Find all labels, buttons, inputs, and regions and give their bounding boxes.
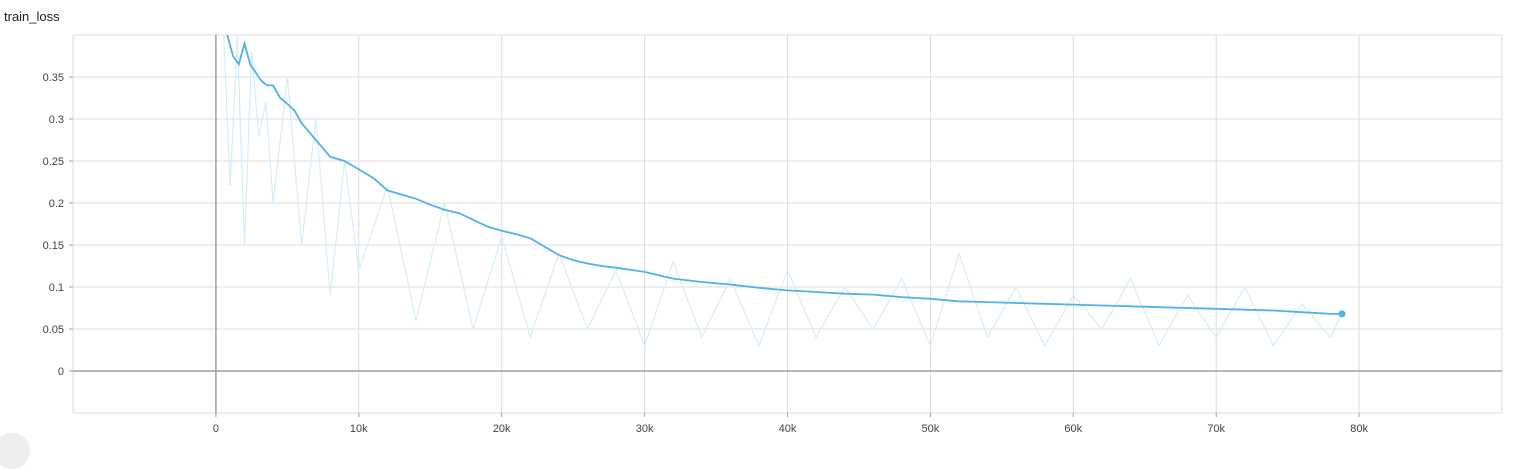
x-tick-label: 0 bbox=[213, 423, 219, 435]
x-tick-label: 30k bbox=[636, 423, 654, 435]
axis-layer bbox=[69, 35, 1502, 417]
y-tick-label: 0.2 bbox=[49, 198, 64, 210]
y-tick-label: 0.35 bbox=[43, 72, 64, 84]
x-tick-label: 60k bbox=[1064, 423, 1082, 435]
y-tick-label: 0.1 bbox=[49, 282, 64, 294]
x-tick-label: 20k bbox=[493, 423, 511, 435]
y-tick-label: 0 bbox=[58, 366, 64, 378]
y-tick-label: 0.25 bbox=[43, 156, 64, 168]
raw-loss-line bbox=[223, 18, 1342, 346]
x-tick-label: 70k bbox=[1207, 423, 1225, 435]
corner-badge bbox=[0, 433, 30, 469]
x-tick-label: 50k bbox=[922, 423, 940, 435]
x-tick-label: 10k bbox=[350, 423, 368, 435]
y-tick-label: 0.05 bbox=[43, 324, 64, 336]
grid-layer bbox=[73, 35, 1502, 413]
x-tick-label: 40k bbox=[779, 423, 797, 435]
raw-series-layer bbox=[223, 18, 1342, 346]
train-loss-chart: 0.35 0.3 0.25 0.2 0.15 0.1 0.05 0 0 10k 20k 30k 40k 5… bbox=[0, 0, 1515, 439]
tick-label-layer: 0.35 0.3 0.25 0.2 0.15 0.1 0.05 0 0 10k 20k 30k 40k 5… bbox=[43, 72, 1369, 435]
last-point-marker[interactable] bbox=[1338, 310, 1345, 317]
y-tick-label: 0.15 bbox=[43, 240, 64, 252]
y-tick-label: 0.3 bbox=[49, 114, 64, 126]
x-tick-label: 80k bbox=[1350, 423, 1368, 435]
